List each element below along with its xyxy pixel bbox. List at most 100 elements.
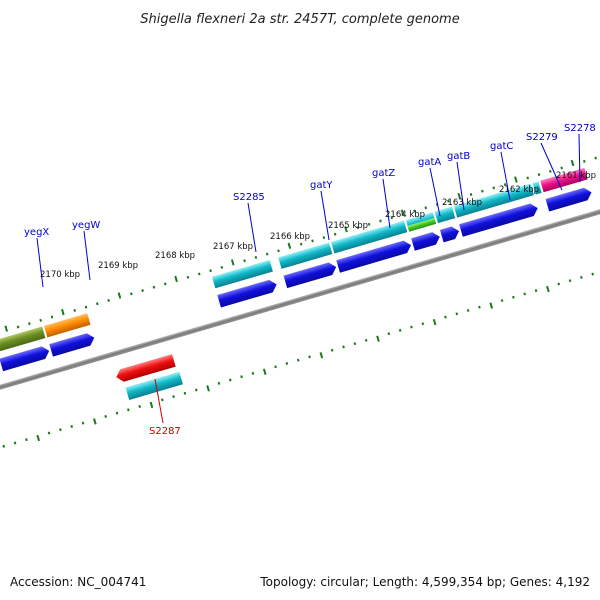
leader-line-yegX [36, 237, 44, 288]
minor-tick [39, 318, 42, 322]
gene-block-S2287[interactable] [114, 354, 176, 383]
minor-tick [424, 206, 428, 210]
major-tick [36, 434, 41, 442]
gene-label-yegW[interactable]: yegW [72, 220, 100, 231]
minor-tick [160, 398, 164, 402]
leader-line-gatB [456, 161, 465, 211]
kbp-labels: 2170 kbp 2169 kbp 2168 kbp 2167 kbp 2166… [40, 171, 596, 280]
forward-tick-row [4, 156, 597, 332]
minor-tick [197, 272, 201, 276]
minor-tick [107, 298, 110, 302]
minor-tick [115, 411, 119, 415]
minor-tick [194, 388, 198, 392]
cds-arrow[interactable] [439, 225, 461, 243]
minor-tick [127, 408, 130, 412]
leader-line-S2279 [540, 142, 563, 191]
gene-block-gatA[interactable] [407, 217, 437, 232]
gene-block-yegW[interactable] [43, 313, 91, 338]
kbp-label: 2162 kbp [499, 185, 539, 195]
gene-block-S2279[interactable] [532, 181, 542, 195]
major-tick [432, 318, 437, 326]
cds-arrow[interactable] [0, 345, 51, 372]
kbp-label: 2168 kbp [155, 251, 195, 261]
gene-block-gatY[interactable] [278, 242, 333, 269]
minor-tick [594, 156, 597, 160]
minor-tick [152, 285, 156, 289]
forward-cds-row [0, 186, 594, 372]
major-tick [489, 302, 494, 309]
minor-tick [591, 272, 594, 276]
gene-block-gatZ[interactable] [330, 220, 408, 254]
gene-label-gatB[interactable]: gatB [447, 151, 470, 162]
gene-block-S2285[interactable] [211, 259, 273, 289]
minor-tick [356, 226, 360, 230]
gene-block-gatC[interactable] [453, 183, 534, 218]
minor-tick [387, 332, 391, 336]
minor-tick [478, 305, 481, 309]
gene-label-S2278[interactable]: S2278 [564, 123, 596, 134]
minor-tick [265, 252, 269, 256]
gene-label-gatA[interactable]: gatA [418, 157, 441, 168]
cds-arrow[interactable] [545, 186, 594, 212]
minor-tick [141, 289, 144, 293]
minor-tick [549, 169, 552, 173]
major-tick [262, 368, 267, 375]
leader-line-S2278 [578, 133, 581, 183]
cds-arrow[interactable] [336, 239, 413, 273]
major-tick [174, 275, 178, 283]
minor-tick [84, 305, 88, 309]
minor-tick [455, 312, 459, 316]
minor-tick [2, 444, 6, 448]
cds-arrow-reverse[interactable] [125, 371, 183, 400]
kbp-label: 2163 kbp [442, 198, 482, 208]
minor-tick [342, 345, 345, 349]
gene-label-gatY[interactable]: gatY [310, 180, 333, 191]
minor-tick [50, 315, 54, 319]
cds-arrow[interactable] [49, 332, 96, 357]
minor-tick [59, 428, 62, 432]
minor-tick [330, 348, 334, 352]
reverse-gene-row [114, 354, 183, 400]
major-tick [206, 385, 210, 392]
major-tick [546, 285, 550, 293]
minor-tick [129, 292, 133, 296]
minor-tick [322, 236, 326, 240]
minor-tick [534, 289, 538, 293]
gene-label-gatC[interactable]: gatC [490, 141, 513, 152]
cds-arrow[interactable] [217, 278, 278, 308]
accession-text: Accession: NC_004741 [10, 575, 146, 589]
minor-tick [367, 222, 371, 226]
gene-label-S2285[interactable]: S2285 [233, 192, 265, 203]
major-tick [287, 242, 292, 249]
gene-label-S2279[interactable]: S2279 [526, 132, 558, 143]
genome-summary-text: Topology: circular; Length: 4,599,354 bp… [259, 575, 590, 589]
gene-label-yegX[interactable]: yegX [24, 227, 49, 238]
gene-block-gatB[interactable] [434, 206, 456, 224]
leader-line-gatY [320, 190, 330, 241]
gene-label-S2287[interactable]: S2287 [149, 426, 181, 437]
gene-label-gatZ[interactable]: gatZ [372, 168, 395, 179]
cds-arrow[interactable] [283, 261, 339, 289]
minor-tick [70, 424, 74, 428]
gene-block-yegX[interactable] [0, 326, 46, 352]
cds-arrow[interactable] [459, 202, 539, 237]
minor-tick [254, 255, 258, 259]
major-tick [376, 335, 380, 342]
minor-tick [379, 219, 382, 223]
reverse-tick-row [2, 272, 594, 448]
minor-tick [469, 193, 473, 196]
gene-block-S2278[interactable] [540, 167, 588, 193]
minor-tick [16, 325, 20, 329]
gene-labels: yegX yegW S2285 gatY gatZ gatA gatB gatC… [24, 123, 596, 437]
minor-tick [240, 375, 243, 379]
minor-tick [296, 358, 300, 362]
major-tick [93, 418, 97, 425]
minor-tick [364, 338, 368, 342]
minor-tick [500, 299, 504, 303]
minor-tick [163, 282, 167, 286]
cds-arrow[interactable] [411, 230, 442, 251]
minor-tick [526, 176, 530, 180]
minor-tick [421, 322, 425, 326]
minor-tick [172, 395, 175, 399]
